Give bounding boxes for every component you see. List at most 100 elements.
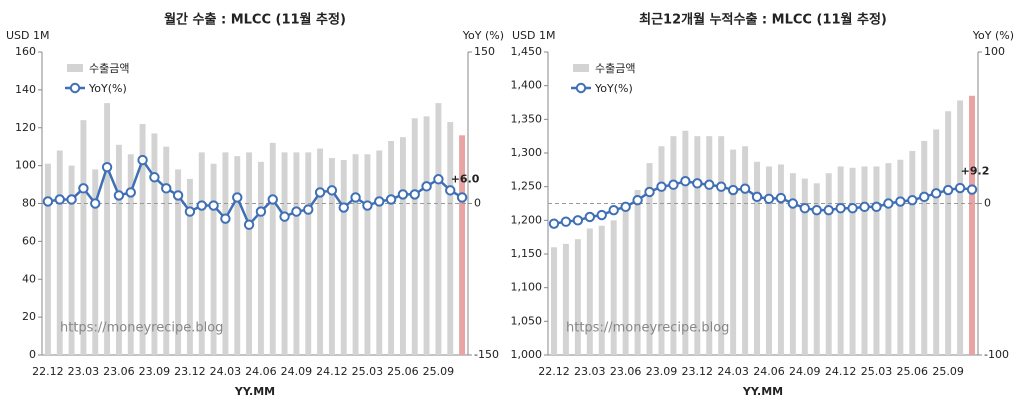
bar (257, 161, 264, 355)
x-tick-label: 23.03 (68, 365, 100, 378)
yoy-point (385, 194, 397, 205)
yoy-point (279, 211, 290, 222)
y2-tick-label: 100 (984, 45, 1005, 58)
watermark: https://moneyrecipe.blog (566, 321, 729, 336)
bar (586, 228, 593, 355)
yoy-point (421, 181, 432, 192)
y2-tick-label: 0 (474, 197, 481, 210)
yoy-point (338, 202, 349, 213)
yoy-point (137, 154, 148, 166)
yoy-point (208, 200, 219, 211)
bar (163, 146, 170, 355)
y-tick-label: 1,450 (511, 45, 543, 58)
y2-axis-label: YoY (%) (972, 29, 1014, 42)
legend-label: 수출금액 (89, 62, 129, 75)
bar (730, 149, 737, 355)
yoy-point (54, 194, 65, 205)
bar (789, 173, 796, 355)
y-tick-label: 1,200 (511, 213, 543, 226)
bar (598, 225, 605, 355)
yoy-point (243, 219, 255, 230)
bar (388, 141, 395, 355)
yoy-point (763, 193, 775, 205)
yoy-point (751, 191, 763, 203)
yoy-point (397, 189, 409, 200)
bar (423, 116, 430, 355)
bar (873, 166, 880, 355)
y2-tick-label: -100 (984, 348, 1009, 361)
bar (234, 156, 241, 355)
bar (175, 169, 182, 355)
bar (921, 140, 928, 355)
y-tick-label: 120 (15, 121, 36, 134)
bar (340, 159, 347, 355)
yoy-point (314, 187, 326, 198)
yoy-point (350, 192, 361, 203)
yoy-point (326, 185, 338, 196)
yoy-point (42, 196, 54, 207)
x-tick-label: 24.12 (825, 365, 857, 378)
yoy-point (644, 186, 655, 198)
bar (622, 210, 629, 355)
yoy-point (267, 194, 278, 205)
bar (801, 178, 808, 355)
y-tick-label: 100 (15, 159, 36, 172)
yoy-point (303, 204, 314, 215)
bar (293, 152, 300, 355)
bar (92, 169, 99, 355)
yoy-point (727, 184, 739, 196)
x-tick-label: 25.06 (897, 365, 929, 378)
bar (969, 95, 976, 356)
yoy-point (847, 202, 858, 214)
bar (849, 167, 856, 355)
bar (718, 136, 725, 355)
y-tick-label: 160 (15, 45, 36, 58)
yoy-point (680, 176, 691, 187)
bar (447, 122, 454, 355)
bar (210, 163, 217, 355)
bar (246, 152, 253, 355)
yoy-point (620, 201, 631, 213)
yoy-point (799, 202, 811, 214)
y2-tick-label: -150 (474, 348, 499, 361)
x-tick-label: 23.09 (139, 365, 171, 378)
yoy-point (560, 216, 572, 227)
x-tick-label: 24.06 (245, 365, 277, 378)
bar (837, 166, 844, 355)
bar (694, 136, 701, 355)
bar (945, 111, 952, 356)
x-tick-label: 25.03 (352, 365, 384, 378)
x-tick-label: 23.12 (682, 365, 714, 378)
bar (127, 154, 134, 355)
bar (435, 103, 442, 355)
watermark: https://moneyrecipe.blog (60, 321, 223, 336)
yoy-point (704, 179, 715, 190)
yoy-point (125, 187, 136, 198)
yoy-point (172, 190, 184, 201)
bar (104, 103, 111, 355)
bar (682, 130, 689, 355)
y-tick-label: 80 (22, 197, 36, 210)
yoy-point (739, 183, 751, 194)
bar (574, 239, 581, 355)
chart-title: 최근12개월 누적수출 : MLCC (11월 추정) (639, 12, 887, 28)
yoy-point (715, 181, 727, 192)
yoy-point (907, 194, 918, 206)
bar (151, 133, 158, 355)
yoy-point (149, 172, 160, 183)
yoy-point (871, 201, 882, 213)
x-tick-label: 24.12 (316, 365, 348, 378)
bar (459, 135, 466, 355)
bar (634, 190, 641, 355)
bar (742, 146, 749, 355)
x-tick-label: 24.03 (717, 365, 749, 378)
yoy-point (66, 194, 77, 205)
yoy-point (548, 218, 560, 229)
yoy-point (196, 200, 207, 211)
x-axis-label: YY.MM (234, 385, 275, 398)
yoy-point (942, 184, 954, 196)
bar (139, 123, 146, 356)
y-tick-label: 140 (15, 83, 36, 96)
value-label: +6.0 (451, 172, 480, 185)
yoy-point (572, 215, 584, 226)
